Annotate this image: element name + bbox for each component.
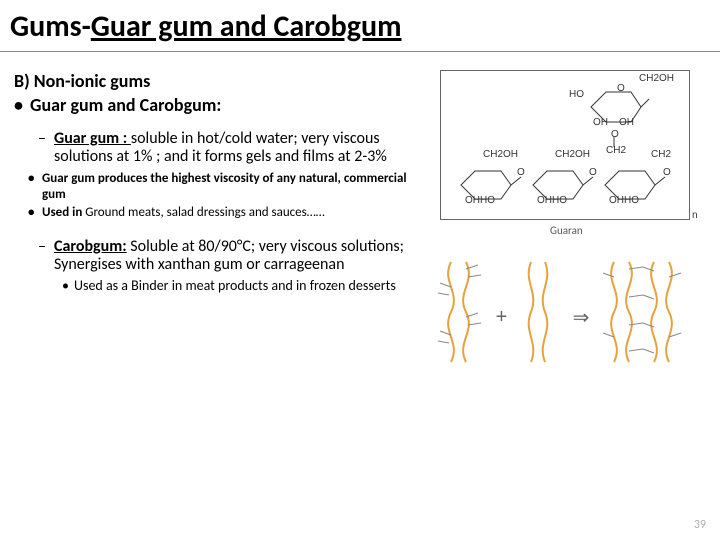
right-column: CH2OH HO O OH OH O CH2 CH2OH OHHO O CH2O… <box>430 70 720 377</box>
o-label-3: O <box>517 167 525 178</box>
title-underlined: Guar gum and Carobgum <box>91 8 402 45</box>
ch2oh-label: CH2OH <box>639 73 674 84</box>
ch2oh-label-2: CH2OH <box>483 149 518 160</box>
carob-lead: Carobgum: <box>54 237 127 256</box>
guar-lead: Guar gum : <box>54 129 131 148</box>
o-label-5: O <box>663 167 671 178</box>
ch2-label-1: CH2 <box>606 145 626 156</box>
title-prefix: Gums- <box>10 8 91 45</box>
oh-label-1: OH <box>593 117 608 128</box>
repeat-n: n <box>692 210 698 221</box>
ohho-label-3: OHHO <box>609 195 639 206</box>
section-b-heading: B) Non-ionic gums <box>14 70 422 92</box>
title-rule <box>0 51 720 52</box>
main-bullet: Guar gum and Carobgum: <box>14 94 422 116</box>
helix-combined <box>599 257 689 377</box>
guar-fact-2-lead: Used in <box>42 205 85 220</box>
page-number: 39 <box>694 518 706 532</box>
carob-item: Carobgum: Soluble at 80/90°C; very visco… <box>14 238 422 275</box>
slide-title: Gums-Guar gum and Carobgum <box>0 0 720 49</box>
o-label-4: O <box>589 167 597 178</box>
oh-label-2: OH <box>619 117 634 128</box>
plus-icon: + <box>496 306 508 329</box>
guaran-caption: Guaran <box>550 224 720 237</box>
ho-label-1: HO <box>569 89 584 100</box>
left-column: B) Non-ionic gums Guar gum and Carobgum:… <box>0 70 430 377</box>
synergy-diagram: + ⇒ <box>436 257 720 377</box>
arrow-icon: ⇒ <box>573 305 590 330</box>
ch2-label-2: CH2 <box>651 149 671 160</box>
guar-fact-1: Guar gum produces the highest viscosity … <box>14 171 422 204</box>
helix-2 <box>517 257 563 377</box>
guaran-structure: CH2OH HO O OH OH O CH2 CH2OH OHHO O CH2O… <box>440 70 690 220</box>
guar-fact-2-rest: Ground meats, salad dressings and sauces… <box>85 205 324 220</box>
content-area: B) Non-ionic gums Guar gum and Carobgum:… <box>0 70 720 377</box>
guar-fact-2: Used in Ground meats, salad dressings an… <box>14 205 422 221</box>
ch2oh-label-3: CH2OH <box>555 149 590 160</box>
o-label-1: O <box>617 83 625 94</box>
ohho-label-2: OHHO <box>537 195 567 206</box>
carob-use: Used as a Binder in meat products and in… <box>14 278 422 295</box>
ohho-label-1: OHHO <box>465 195 495 206</box>
guar-item: Guar gum : soluble in hot/cold water; ve… <box>14 130 422 167</box>
sugar-ring-top <box>581 77 651 127</box>
helix-1 <box>436 257 486 377</box>
